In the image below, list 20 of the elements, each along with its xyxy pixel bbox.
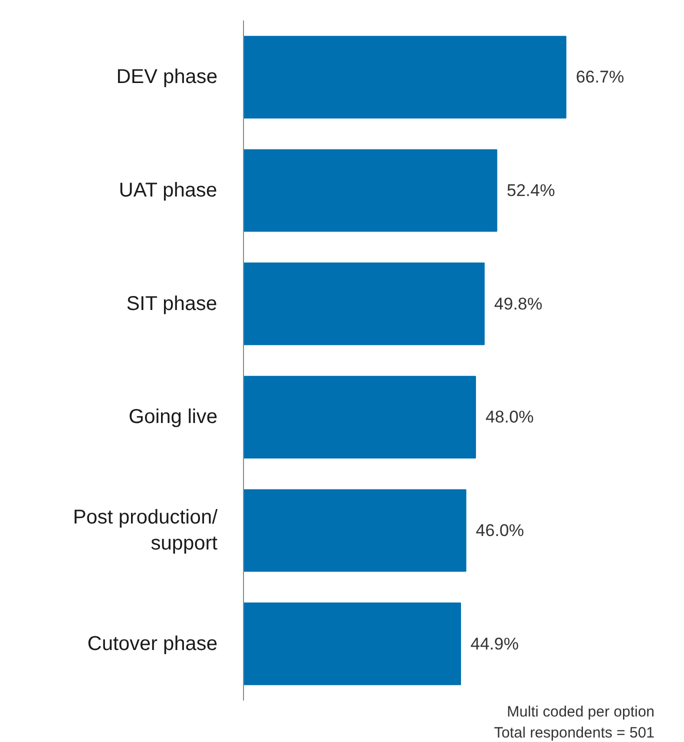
y-tick-label: UAT phase bbox=[118, 180, 218, 202]
y-tick-label: SIT phase bbox=[126, 292, 218, 315]
bar bbox=[244, 36, 566, 118]
data-label: 49.8% bbox=[494, 294, 542, 314]
data-label: 46.0% bbox=[476, 521, 524, 540]
data-label: 52.4% bbox=[506, 181, 555, 200]
data-label: 44.9% bbox=[470, 634, 519, 654]
bar bbox=[244, 262, 485, 346]
bar bbox=[244, 602, 461, 686]
y-tick-label: Going live bbox=[128, 406, 218, 428]
data-label: 48.0% bbox=[485, 408, 534, 427]
bar bbox=[244, 376, 476, 458]
bar bbox=[244, 149, 498, 232]
data-label: 66.7% bbox=[576, 68, 624, 87]
y-tick-label: DEV phase bbox=[116, 66, 218, 88]
bar bbox=[244, 489, 466, 572]
y-tick-label: Post production/ support bbox=[72, 506, 218, 555]
text: Multi coded per option bbox=[506, 704, 655, 720]
text: Total respondents = 501 bbox=[494, 724, 655, 742]
y-tick-label: Cutover phase bbox=[87, 632, 218, 655]
